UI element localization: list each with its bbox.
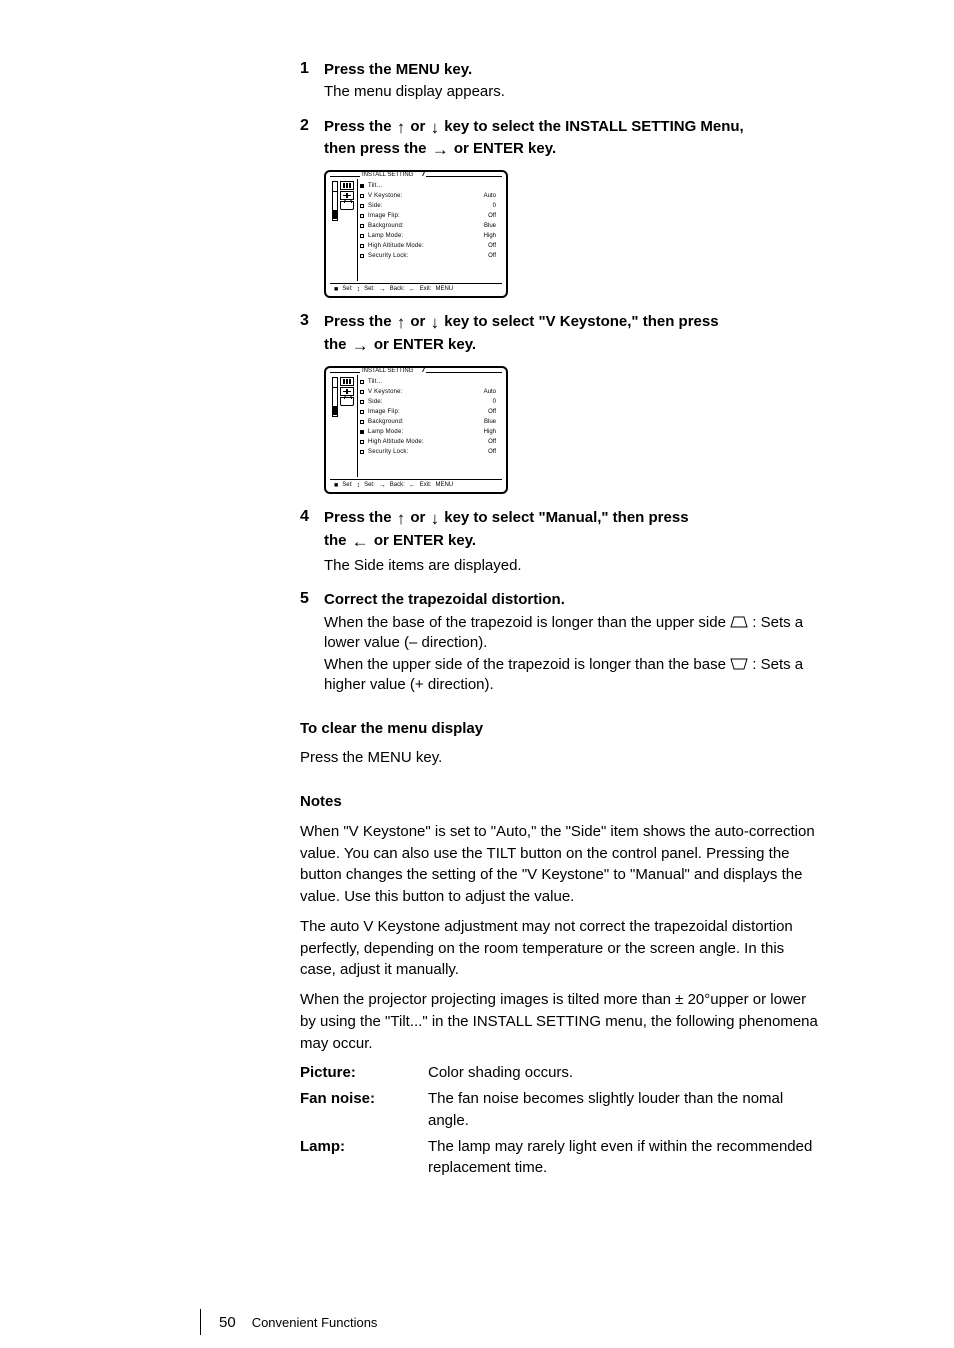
hint-bar: ■Sel:↕ Set:→ Back:← Exit:MENU <box>330 284 502 294</box>
arrow-up-icon: ↑ <box>397 508 406 531</box>
step-number: 2 <box>300 117 324 135</box>
clear-menu-body: Press the MENU key. <box>300 747 820 769</box>
page-footer: 50 Convenient Functions <box>200 1309 954 1335</box>
arrow-left-icon: ← <box>352 531 369 554</box>
icon-install <box>340 201 354 210</box>
step-3: 3 Press the ↑ or ↓ key to select "V Keys… <box>300 312 820 494</box>
step-2: 2 Press the ↑ or ↓ key to select the INS… <box>300 117 820 299</box>
menu-list: Tilt... V Keystone:Auto Side:0 Image Fli… <box>360 181 500 261</box>
icon-picture <box>340 377 354 386</box>
trapezoid-wide-base-icon <box>730 616 748 628</box>
step-5: 5 Correct the trapezoidal distortion. Wh… <box>300 590 820 695</box>
menu-screen-2: INSTALL SETTING Ti <box>324 366 820 494</box>
step-1-line2: The menu display appears. <box>324 82 505 102</box>
arrow-down-icon: ↓ <box>431 117 440 140</box>
icon-picture <box>340 181 354 190</box>
note-3: When the projector projecting images is … <box>300 989 820 1054</box>
arrow-down-icon: ↓ <box>431 508 440 531</box>
arrow-up-icon: ↑ <box>397 117 406 140</box>
arrow-down-icon: ↓ <box>431 312 440 335</box>
menu-screen-1: INSTALL SETTING Ti <box>324 170 820 298</box>
menu-list: Tilt... V Keystone:Auto Side:0 Image Fli… <box>360 377 500 457</box>
phenomena-list: Picture:Color shading occurs. Fan noise:… <box>300 1062 820 1179</box>
step-number: 1 <box>300 60 324 78</box>
notes-head: Notes <box>300 791 820 813</box>
step-number: 4 <box>300 508 324 526</box>
clear-menu-head: To clear the menu display <box>300 718 820 740</box>
page-number: 50 <box>219 1314 236 1331</box>
step-number: 5 <box>300 590 324 608</box>
step-1-line1: Press the MENU key. <box>324 61 472 78</box>
arrow-right-icon: → <box>432 139 449 162</box>
arrow-up-icon: ↑ <box>397 312 406 335</box>
step-number: 3 <box>300 312 324 330</box>
note-2: The auto V Keystone adjustment may not c… <box>300 916 820 981</box>
footer-label: Convenient Functions <box>252 1315 378 1330</box>
arrow-right-icon: → <box>352 335 369 358</box>
trapezoid-wide-top-icon <box>730 658 748 670</box>
note-1: When "V Keystone" is set to "Auto," the … <box>300 821 820 908</box>
step-1: 1 Press the MENU key. The menu display a… <box>300 60 820 103</box>
scroll-rail <box>332 377 338 417</box>
hint-bar: ■Sel:↕ Set:→ Back:← Exit:MENU <box>330 480 502 490</box>
icon-install <box>340 397 354 406</box>
scroll-rail <box>332 181 338 221</box>
step-4: 4 Press the ↑ or ↓ key to select "Manual… <box>300 508 820 576</box>
